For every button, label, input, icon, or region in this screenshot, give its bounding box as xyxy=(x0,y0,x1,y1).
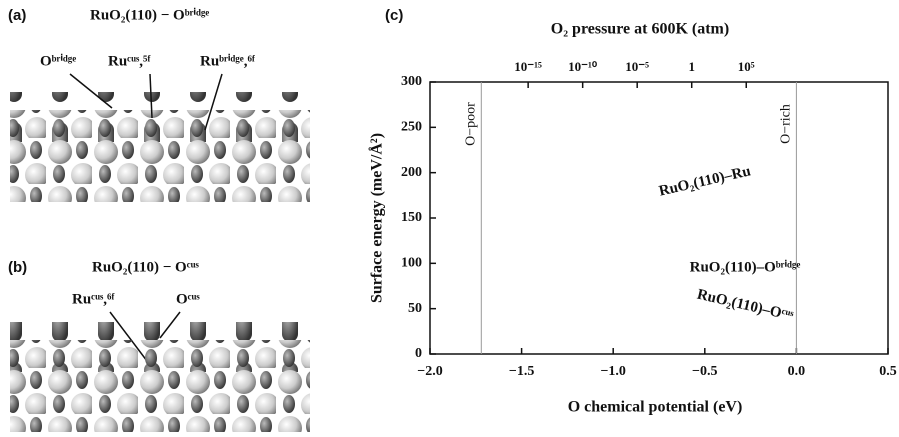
pointer xyxy=(149,73,153,119)
plot-frame xyxy=(429,81,889,355)
atom-label: Ruᵇʳⁱᵈᵍᵉ,⁶ᶠ xyxy=(200,53,255,69)
annotation: O−rich xyxy=(779,104,794,144)
y-tick-label: 200 xyxy=(401,165,422,180)
x-tick-label: −2.0 xyxy=(417,364,442,379)
y-tick-label: 0 xyxy=(415,346,422,361)
x2-tick-label: 1 xyxy=(688,59,695,74)
y-axis-label: Surface energy (meV/Å²) xyxy=(368,133,386,303)
series-label: RuO₂(110)–Ru xyxy=(657,163,752,199)
x-tick-label: 0.0 xyxy=(788,364,806,379)
panel-label: (b) xyxy=(8,259,27,276)
x-tick-label: 0.5 xyxy=(879,364,897,379)
atom-label: Oᵇʳⁱᵈᵍᵉ xyxy=(40,53,76,69)
x-tick-label: −1.5 xyxy=(509,364,534,379)
x2-tick-label: 10⁵ xyxy=(738,59,755,74)
panel-label: (c) xyxy=(385,7,403,24)
y-tick-label: 50 xyxy=(408,301,422,316)
panel-title: RuO₂(110) − Oᵇʳⁱᵈᵍᵉ xyxy=(90,7,209,23)
pointer xyxy=(204,73,223,131)
x-axis-label: O chemical potential (eV) xyxy=(568,399,743,416)
atom-label: Oᶜᵘˢ xyxy=(176,291,200,307)
pointer xyxy=(69,73,113,109)
series-label: RuO₂(110)–Oᶜᵘˢ xyxy=(695,287,795,325)
slab xyxy=(10,110,310,202)
atom-label: Ruᶜᵘˢ,⁶ᶠ xyxy=(72,291,114,307)
panel-title: RuO₂(110) − Oᶜᵘˢ xyxy=(92,259,199,275)
x-tick-label: −0.5 xyxy=(692,364,717,379)
y-tick-label: 150 xyxy=(401,210,422,225)
slab xyxy=(10,340,310,432)
x-tick-label: −1.0 xyxy=(600,364,625,379)
atom-label: Ruᶜᵘˢ,⁵ᶠ xyxy=(108,53,150,69)
series-label: RuO₂(110)–Oᵇʳⁱᵈᵍᵉ xyxy=(690,259,801,275)
x2-tick-label: 10⁻⁵ xyxy=(625,59,649,74)
panel-label: (a) xyxy=(8,7,26,24)
annotation: O−poor xyxy=(464,102,479,146)
x2-axis-label: O₂ pressure at 600K (atm) xyxy=(551,21,729,38)
y-tick-label: 250 xyxy=(401,120,422,135)
x2-tick-label: 10⁻¹⁵ xyxy=(514,59,542,74)
y-tick-label: 300 xyxy=(401,74,422,89)
y-tick-label: 100 xyxy=(401,256,422,271)
x2-tick-label: 10⁻¹⁰ xyxy=(568,59,598,74)
